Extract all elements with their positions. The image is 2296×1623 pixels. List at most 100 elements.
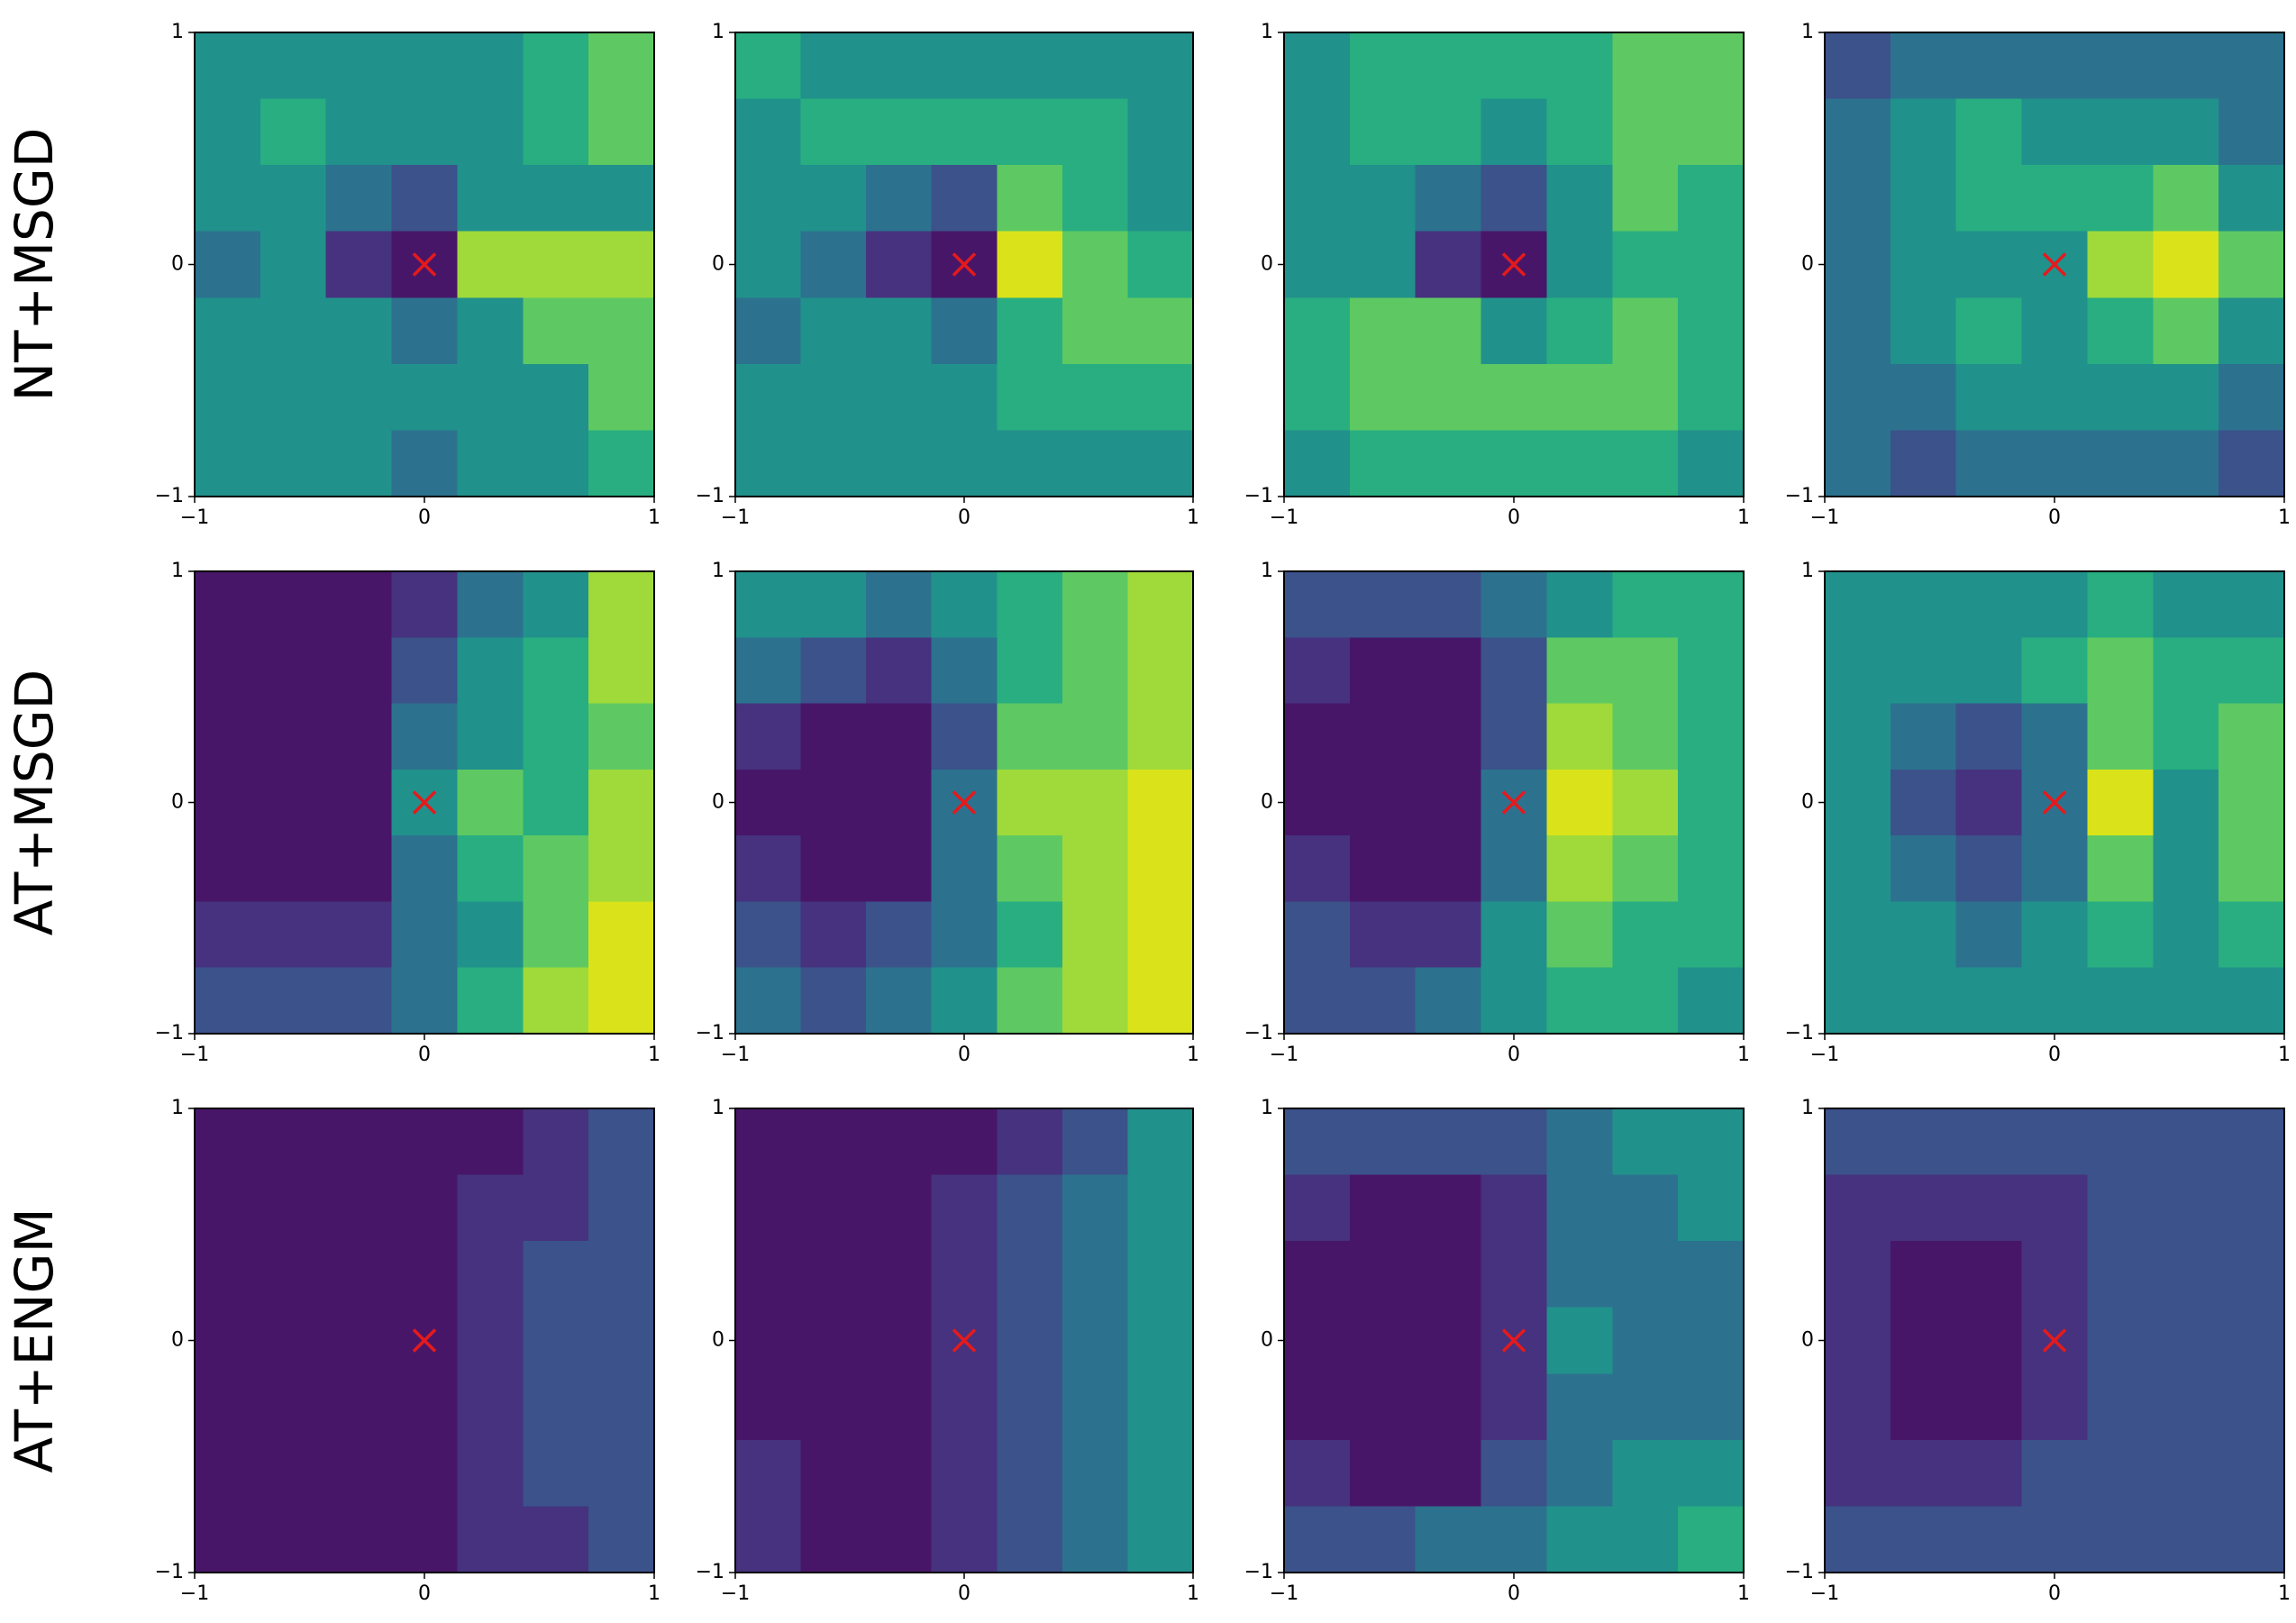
contour-cell (1061, 297, 1129, 365)
contour-cell (735, 430, 802, 497)
contour-cell (1612, 231, 1679, 298)
contour-cell (866, 98, 933, 166)
x-tick-label: −1 (180, 1582, 209, 1605)
contour-cell (931, 363, 998, 432)
contour-cell (1349, 165, 1417, 233)
y-tick-label: 0 (712, 791, 724, 814)
contour-cell (1349, 1307, 1417, 1374)
contour-cell (1349, 769, 1417, 836)
contour-cell (997, 1307, 1063, 1374)
x-tick-label: 1 (2278, 1582, 2291, 1605)
contour-cell (2153, 835, 2219, 903)
contour-cell (195, 430, 261, 497)
x-tick-label: 0 (958, 506, 970, 529)
y-tick-label: 0 (712, 1329, 724, 1352)
contour-cell (1349, 1373, 1417, 1441)
contour-cell (2219, 32, 2285, 100)
contour-cell (195, 363, 261, 432)
center-marker (412, 790, 437, 815)
contour-cell (800, 637, 867, 705)
contour-cell (1955, 703, 2023, 770)
contour-cell (1955, 297, 2023, 365)
contour-cell (1481, 363, 1548, 432)
contour-cell (260, 231, 327, 298)
contour-cell (1825, 703, 1891, 770)
contour-cell (866, 165, 933, 233)
contour-cell (1890, 703, 1957, 770)
contour-cell (2087, 297, 2154, 365)
contour-cell (588, 165, 655, 233)
contour-cell (2219, 1439, 2285, 1508)
contour-panel (735, 32, 1194, 497)
contour-cell (2021, 1108, 2089, 1176)
contour-cell (1284, 703, 1351, 770)
contour-cell (1955, 1506, 2023, 1573)
contour-cell (523, 1307, 589, 1374)
contour-cell (1481, 32, 1548, 100)
contour-cell (2219, 637, 2285, 705)
contour-cell (1481, 297, 1548, 365)
contour-cell (1955, 835, 2023, 903)
x-tick-label: 1 (2278, 506, 2291, 529)
contour-cell (391, 1241, 459, 1308)
contour-cell (457, 32, 524, 100)
contour-cell (1127, 98, 1194, 166)
y-tick-label: −1 (696, 1561, 724, 1583)
y-tick-label: 1 (1261, 560, 1273, 582)
contour-cell (931, 1373, 998, 1441)
contour-cell (588, 1506, 655, 1573)
contour-cell (800, 363, 867, 432)
contour-cell (1678, 1373, 1745, 1441)
contour-cell (195, 1373, 261, 1441)
contour-cell (1546, 1506, 1613, 1573)
contour-cell (2087, 835, 2154, 903)
contour-cell (2087, 1506, 2154, 1573)
center-marker (1501, 1328, 1526, 1353)
contour-cell (523, 571, 589, 638)
marker-stroke (2042, 252, 2067, 277)
contour-cell (588, 835, 655, 903)
contour-cell (195, 165, 261, 233)
contour-cell (1890, 1108, 1957, 1176)
contour-cell (2087, 1373, 2154, 1441)
y-tick-label: −1 (1785, 1561, 1814, 1583)
contour-cell (1825, 363, 1891, 432)
contour-cell (931, 1241, 998, 1308)
contour-cell (588, 901, 655, 969)
contour-cell (195, 703, 261, 770)
contour-cell (1890, 363, 1957, 432)
contour-cell (997, 1506, 1063, 1573)
contour-cell (391, 1373, 459, 1441)
contour-cell (735, 231, 802, 298)
contour-cell (1127, 703, 1194, 770)
contour-cell (800, 231, 867, 298)
contour-cell (2219, 98, 2285, 166)
contour-cell (1612, 363, 1679, 432)
center-marker (412, 1328, 437, 1353)
contour-cell (457, 98, 524, 166)
x-tick-label: 0 (1508, 1582, 1520, 1605)
contour-cell (1546, 297, 1613, 365)
contour-cell (1678, 363, 1745, 432)
contour-cell (2153, 32, 2219, 100)
contour-cell (931, 1108, 998, 1176)
contour-cell (1061, 901, 1129, 969)
x-tick-label: 1 (648, 1044, 661, 1066)
x-tick-label: −1 (721, 506, 750, 529)
contour-cell (1546, 1108, 1613, 1176)
contour-cell (1612, 1174, 1679, 1242)
contour-cell (523, 835, 589, 903)
center-marker (952, 790, 977, 815)
contour-cell (735, 1439, 802, 1508)
contour-cell (523, 637, 589, 705)
contour-cell (1061, 1439, 1129, 1508)
x-tick-label: 1 (1187, 506, 1199, 529)
contour-cell (1061, 98, 1129, 166)
contour-cell (391, 363, 459, 432)
contour-cell (997, 1241, 1063, 1308)
x-tick-label: −1 (1270, 506, 1298, 529)
contour-cell (1678, 571, 1745, 638)
contour-cell (195, 967, 261, 1035)
contour-cell (1890, 1439, 1957, 1508)
contour-cell (260, 430, 327, 497)
